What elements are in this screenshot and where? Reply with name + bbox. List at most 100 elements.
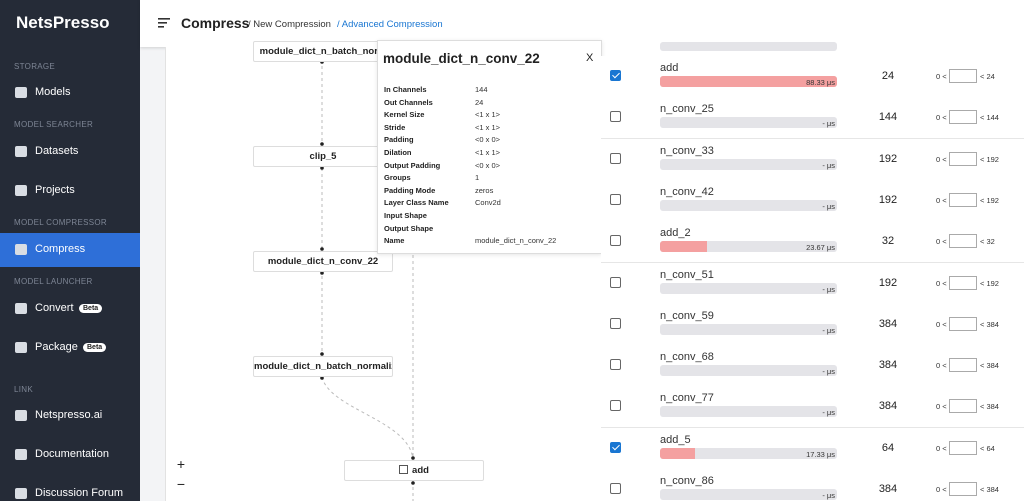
prune-input[interactable] [949, 234, 977, 249]
latency-label: - μs [822, 119, 835, 129]
prune-input[interactable] [949, 69, 977, 83]
nav-item[interactable]: Datasets [35, 145, 79, 157]
graph-node[interactable]: clip_5 [253, 146, 393, 167]
beta-badge: Beta [83, 343, 107, 352]
prune-input[interactable] [949, 358, 977, 373]
latency-track [660, 365, 837, 377]
channels: 144 [878, 111, 898, 124]
layer-row: n_conv_77 - μs 384 0 < < 384 [601, 386, 1024, 429]
layer-checkbox[interactable] [610, 70, 621, 81]
node-label: add [412, 465, 429, 476]
nav-item[interactable]: Compress [35, 243, 86, 255]
latency-label: 88.33 μs [806, 78, 835, 87]
prune-input[interactable] [949, 316, 977, 331]
node-label: module_dict_n_batch_normaliz [254, 361, 393, 372]
max-label: < 384 [980, 319, 999, 329]
latency-bar [660, 447, 695, 459]
nav-icon [15, 146, 27, 157]
layer-checkbox[interactable] [610, 483, 621, 494]
layer-popup: module_dict_n_conv_22 X [377, 40, 602, 254]
layer-checkbox[interactable] [610, 359, 621, 371]
property-value: <1 x 1> [475, 148, 501, 157]
layer-checkbox[interactable] [610, 276, 621, 288]
node-label: module_dict_n_conv_22 [267, 256, 379, 267]
property-value: 1 [475, 173, 480, 183]
property-value: <1 x 1> [475, 122, 501, 132]
min-label: 0 < [936, 402, 947, 412]
layer-name: n_conv_42 [660, 185, 714, 198]
nav-item[interactable]: Projects [35, 184, 75, 196]
max-label: < 32 [980, 237, 995, 247]
latency-track [660, 199, 837, 211]
layer-name: n_conv_33 [660, 144, 714, 157]
property-key: Groups [384, 173, 411, 183]
node-label: module_dict_n_batch_norm [259, 46, 387, 57]
layer-checkbox[interactable] [610, 111, 621, 123]
layer-checkbox[interactable] [610, 317, 621, 329]
layer-checkbox[interactable] [610, 152, 621, 164]
node-checkbox[interactable] [399, 465, 409, 474]
channels: 192 [878, 152, 898, 165]
section-heading: MODEL COMPRESSOR [14, 218, 107, 227]
nav-item[interactable]: Models [35, 86, 71, 98]
layer-row: add_2 23.67 μs 32 0 < < 32 [601, 221, 1024, 264]
property-key: Output Padding [384, 160, 441, 170]
prune-input[interactable] [949, 192, 977, 207]
zoom-in[interactable]: + [176, 456, 186, 472]
breadcrumb[interactable]: / Advanced Compression [337, 19, 443, 30]
layer-row: n_conv_25 - μs 144 0 < < 144 [601, 97, 1024, 140]
graph-node[interactable]: module_dict_n_batch_norm [253, 41, 393, 62]
prune-input[interactable] [949, 399, 977, 414]
nav-item[interactable]: Package [35, 341, 78, 353]
breadcrumb[interactable]: / New Compression [248, 19, 331, 30]
latency-track [660, 282, 837, 294]
layer-checkbox[interactable] [610, 441, 621, 453]
close-button[interactable]: X [586, 52, 594, 64]
latency-track [660, 158, 837, 170]
graph-node[interactable]: module_dict_n_conv_22 [253, 251, 393, 272]
channels: 32 [881, 235, 895, 248]
latency-label: - μs [822, 284, 835, 294]
prune-input[interactable] [949, 151, 977, 166]
zoom-out[interactable]: − [176, 476, 186, 492]
prune-input[interactable] [949, 440, 977, 455]
latency-track [660, 76, 837, 87]
prune-input[interactable] [949, 482, 977, 496]
property-value: 144 [475, 85, 488, 94]
latency-track [660, 117, 837, 129]
logo[interactable]: NetsPresso [16, 13, 110, 32]
menu-icon[interactable] [158, 18, 170, 28]
nav-item[interactable]: Netspresso.ai [35, 409, 103, 421]
latency-label: 23.67 μs [806, 243, 835, 253]
layer-checkbox[interactable] [610, 193, 621, 205]
graph-node[interactable]: module_dict_n_batch_normaliz [253, 356, 393, 377]
nav-item[interactable]: Convert [35, 302, 74, 314]
layer-checkbox[interactable] [610, 400, 621, 412]
min-label: 0 < [936, 195, 947, 205]
latency-track [660, 447, 837, 459]
popup-title: module_dict_n_conv_22 [383, 51, 540, 66]
max-label: < 384 [980, 402, 999, 412]
latency-track [660, 489, 837, 500]
nav-item[interactable]: Discussion Forum [35, 487, 124, 499]
property-key: Name [384, 236, 405, 246]
layer-row: n_conv_68 - μs 384 0 < < 384 [601, 345, 1024, 388]
nav-icon [15, 185, 27, 196]
property-key: Padding Mode [384, 185, 436, 195]
property-key: Kernel Size [384, 110, 425, 120]
min-label: 0 < [936, 72, 947, 81]
prune-input[interactable] [949, 275, 977, 290]
property-key: Dilation [384, 148, 412, 157]
min-label: 0 < [936, 361, 947, 371]
layer-checkbox[interactable] [610, 235, 621, 247]
property-value: zeros [475, 185, 494, 195]
channels: 24 [881, 70, 895, 82]
graph-node[interactable]: add [344, 460, 484, 481]
prune-input[interactable] [949, 110, 977, 125]
min-label: 0 < [936, 443, 947, 453]
nav-icon [15, 449, 27, 460]
max-label: < 384 [980, 361, 999, 371]
nav-item[interactable]: Documentation [35, 448, 109, 460]
